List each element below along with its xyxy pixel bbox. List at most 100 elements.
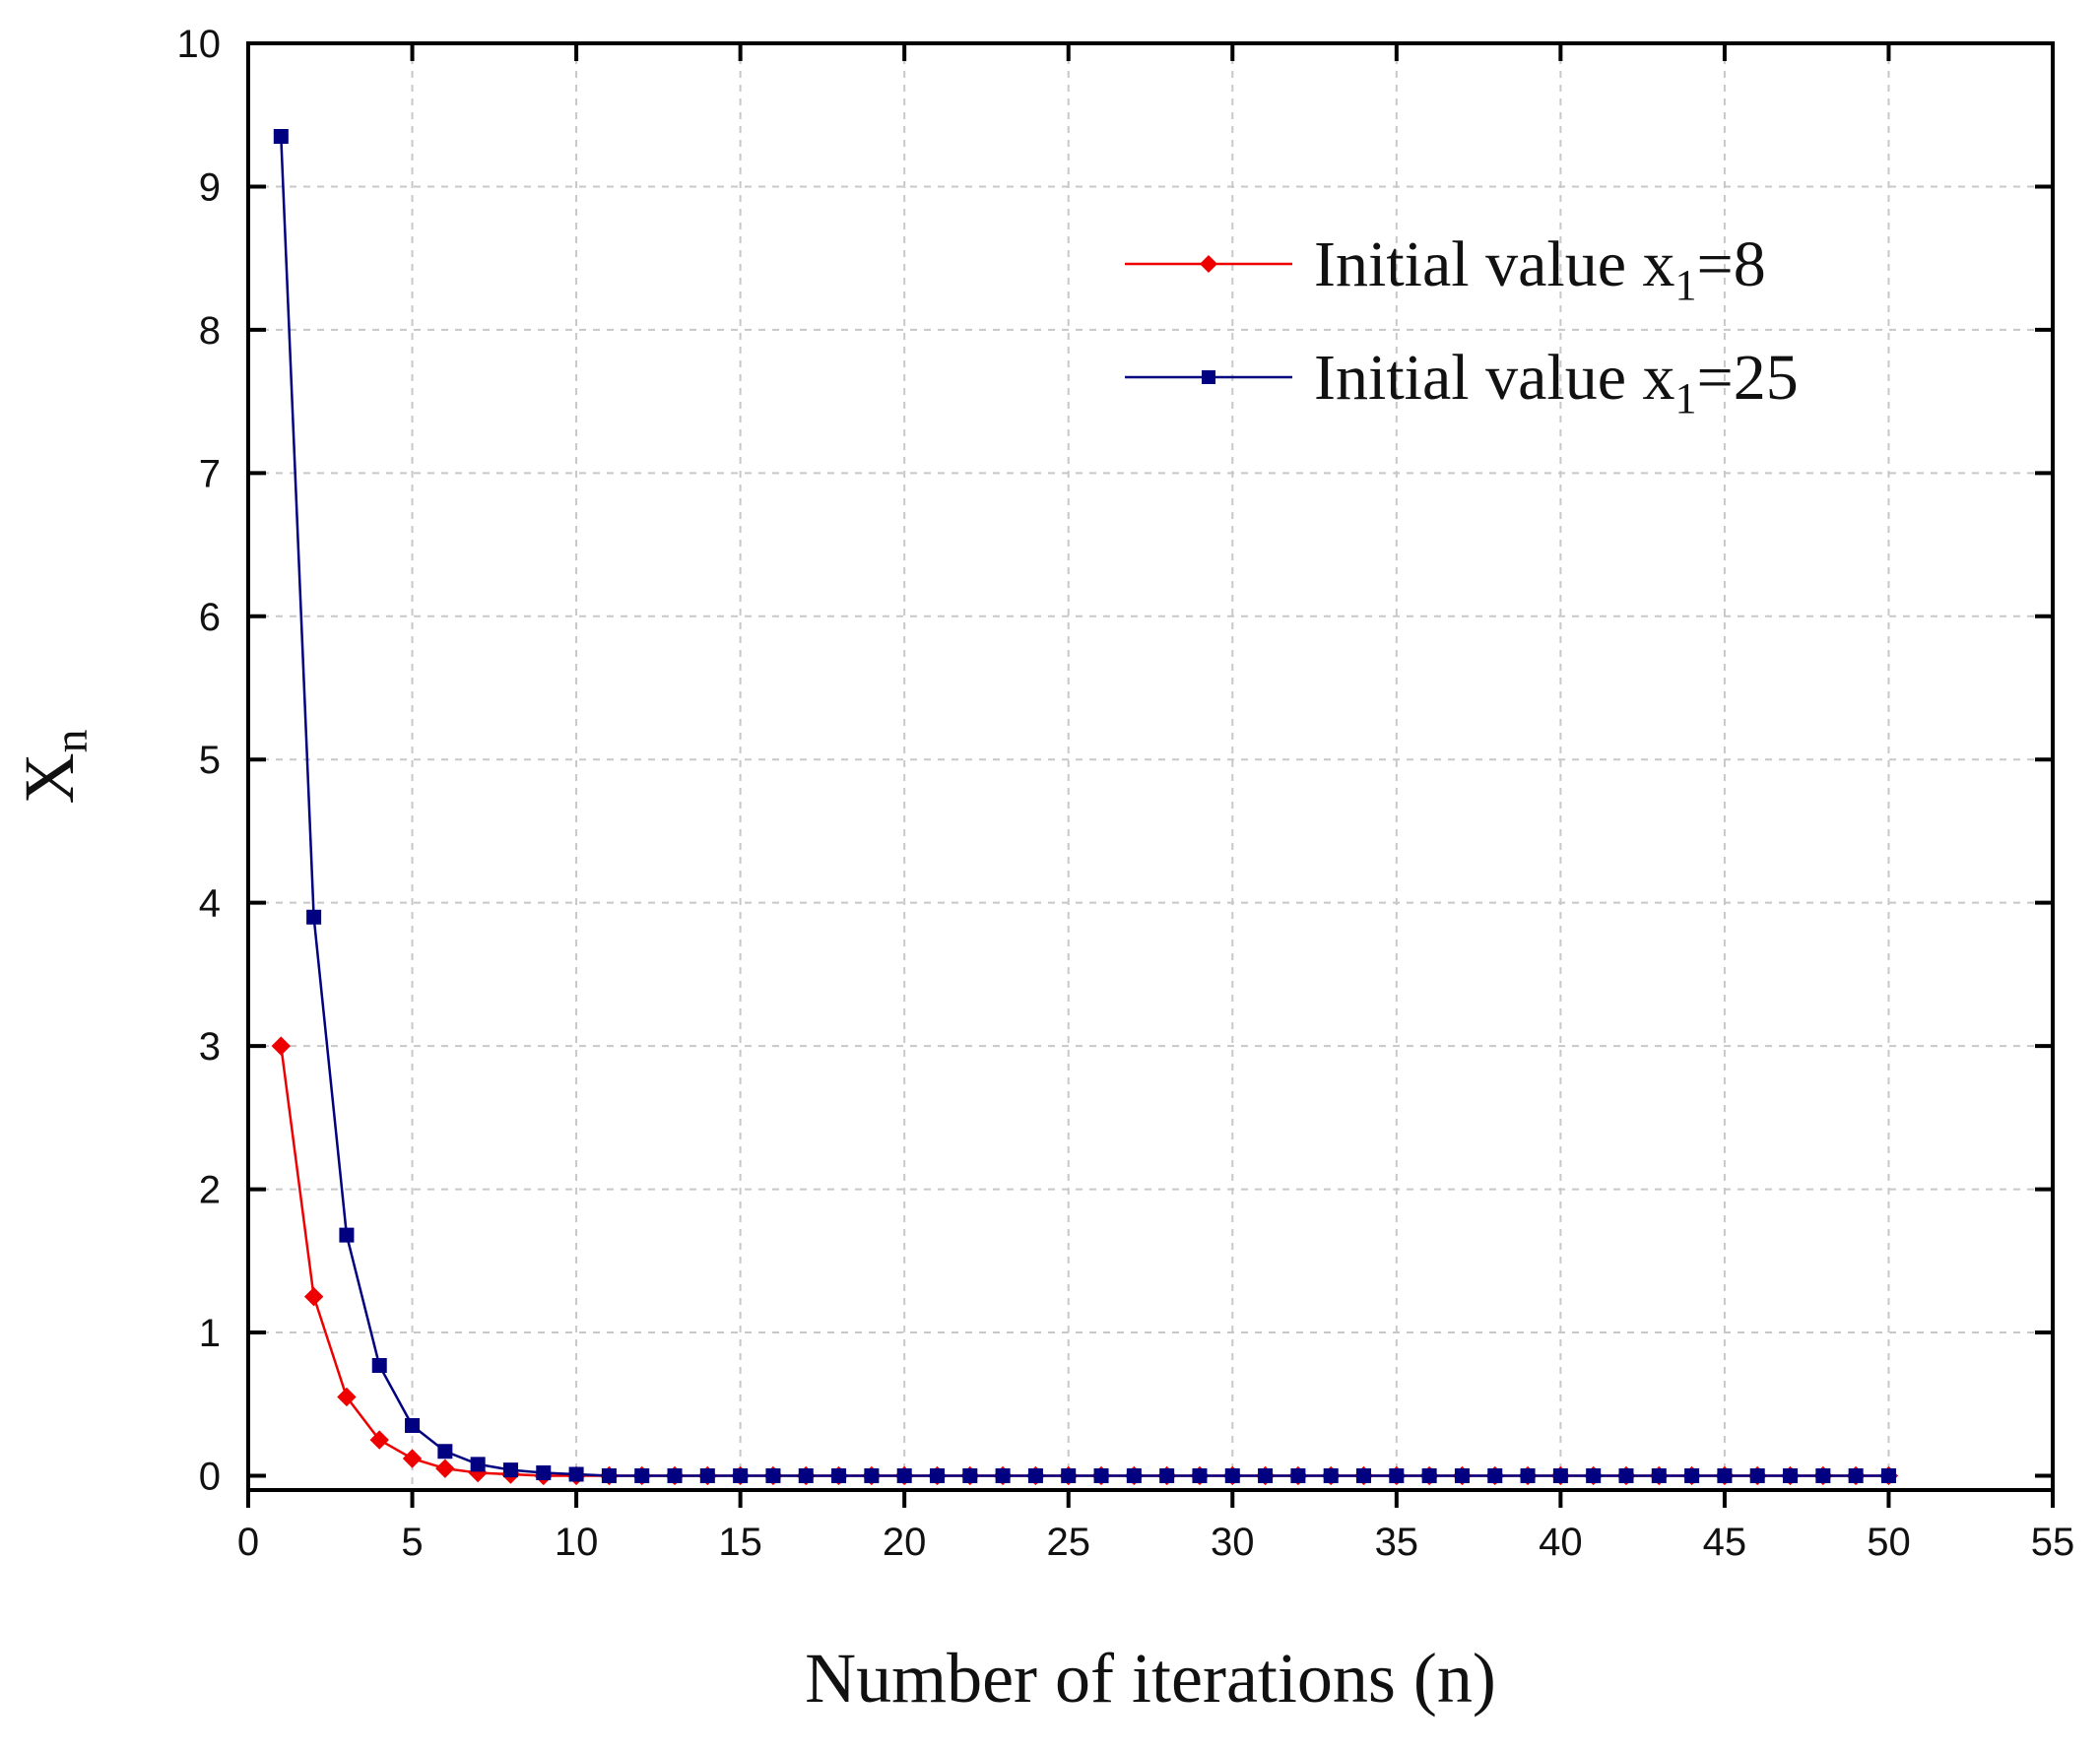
data-point [337, 1387, 357, 1407]
y-tick-label: 10 [177, 23, 222, 66]
legend-label-tail: =25 [1697, 342, 1799, 414]
y-tick-label: 8 [199, 309, 221, 353]
data-point [699, 1467, 715, 1483]
y-axis-title: Xn [10, 730, 98, 805]
data-point [1323, 1467, 1339, 1483]
data-point [667, 1467, 683, 1483]
data-point [1126, 1467, 1142, 1483]
data-point [1880, 1467, 1896, 1483]
data-point [929, 1467, 945, 1483]
data-point [1258, 1467, 1274, 1483]
x-tick-label: 20 [883, 1521, 927, 1564]
data-point [1783, 1467, 1799, 1483]
data-point [1552, 1467, 1568, 1483]
data-point [435, 1459, 455, 1478]
data-point [1389, 1467, 1405, 1483]
data-point [1159, 1467, 1175, 1483]
data-point [1192, 1467, 1208, 1483]
grid-layer [248, 43, 2053, 1490]
data-point [1224, 1467, 1240, 1483]
data-point [371, 1357, 387, 1373]
y-tick-label: 6 [199, 596, 221, 639]
y-tick-label: 0 [199, 1455, 221, 1498]
data-point [339, 1227, 355, 1243]
data-point [962, 1467, 978, 1483]
data-point [568, 1466, 584, 1482]
series-2 [273, 129, 1896, 1483]
y-axis-title-subscript: n [45, 730, 98, 753]
data-point [995, 1467, 1011, 1483]
data-point [306, 909, 322, 925]
data-point [273, 129, 289, 145]
data-point [1487, 1467, 1503, 1483]
data-point [1061, 1467, 1077, 1483]
legend-label-series-2: Initial value x1=25 [1314, 342, 1799, 422]
y-tick-label: 4 [199, 882, 221, 926]
data-point [1356, 1467, 1372, 1483]
data-point [1749, 1467, 1765, 1483]
legend-marker-series-2 [1202, 370, 1215, 384]
x-tick-label: 45 [1703, 1521, 1747, 1564]
series-layer [271, 129, 1899, 1486]
x-tick-label: 0 [237, 1521, 259, 1564]
x-axis-title: Number of iterations (n) [805, 1639, 1496, 1718]
y-tick-label: 1 [199, 1312, 221, 1355]
x-tick-label: 55 [2031, 1521, 2075, 1564]
y-tick-label: 2 [199, 1169, 221, 1212]
legend-label-main: Initial value x [1314, 342, 1675, 414]
plot-frame [246, 41, 2055, 1492]
tick-layer [246, 41, 2055, 1508]
data-point [733, 1467, 749, 1483]
data-point [405, 1418, 421, 1434]
y-tick-label: 9 [199, 165, 221, 209]
x-tick-label: 25 [1046, 1521, 1090, 1564]
legend-label-main: Initial value x [1314, 228, 1675, 300]
x-tick-label: 5 [401, 1521, 423, 1564]
data-point [369, 1430, 389, 1450]
data-point [634, 1467, 650, 1483]
data-point [470, 1457, 486, 1472]
x-tick-label: 10 [555, 1521, 599, 1564]
data-point [271, 1036, 292, 1056]
data-point [1520, 1467, 1536, 1483]
y-tick-label: 7 [199, 452, 221, 495]
data-point [1684, 1467, 1700, 1483]
data-point [402, 1449, 423, 1468]
x-tick-label: 40 [1539, 1521, 1583, 1564]
data-point [1815, 1467, 1831, 1483]
data-point [502, 1462, 518, 1478]
data-point [1586, 1467, 1602, 1483]
data-point [1027, 1467, 1043, 1483]
x-tick-label: 50 [1867, 1521, 1911, 1564]
y-tick-label: 5 [199, 739, 221, 782]
legend-label-tail: =8 [1697, 228, 1766, 300]
data-point [536, 1465, 552, 1481]
data-point [1717, 1467, 1733, 1483]
data-point [1848, 1467, 1864, 1483]
data-point [437, 1444, 453, 1460]
legend: Initial value x1=8 Initial value x1=25 [1125, 228, 1799, 422]
data-point [798, 1467, 814, 1483]
data-point [1421, 1467, 1437, 1483]
data-point [765, 1467, 781, 1483]
data-point [896, 1467, 912, 1483]
y-axis-title-main: X [10, 753, 89, 805]
legend-label-subscript: 1 [1675, 374, 1697, 422]
data-point [303, 1286, 324, 1307]
data-point [1093, 1467, 1109, 1483]
legend-label-subscript: 1 [1675, 261, 1697, 309]
data-point [1618, 1467, 1634, 1483]
x-tick-label: 15 [718, 1521, 762, 1564]
x-tick-label: 35 [1375, 1521, 1419, 1564]
legend-label-series-1: Initial value x1=8 [1314, 228, 1766, 309]
x-tick-label: 30 [1211, 1521, 1255, 1564]
data-point [601, 1467, 617, 1483]
data-point [1290, 1467, 1306, 1483]
data-point [864, 1467, 880, 1483]
data-point [1454, 1467, 1470, 1483]
legend-marker-series-1 [1200, 255, 1217, 273]
data-point [831, 1467, 847, 1483]
